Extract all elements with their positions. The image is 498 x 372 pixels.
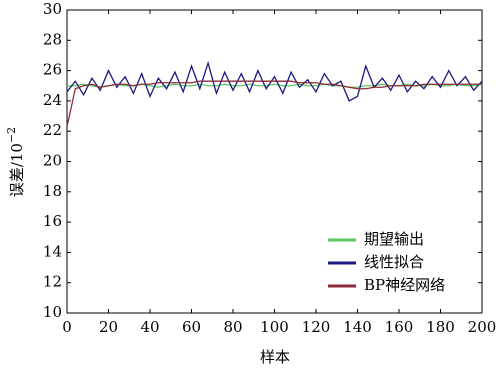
x-tick-label: 160 [385,318,414,336]
y-axis-label: 误差/10−2 [5,127,26,197]
series-line [66,80,482,127]
x-tick-label: 140 [343,318,372,336]
x-tick-label: 20 [99,318,118,336]
legend-label: BP神经网络 [364,276,445,294]
x-axis-label: 样本 [260,348,290,366]
y-tick-label: 22 [43,121,62,139]
x-tick-label: 0 [62,318,72,336]
y-tick-label: 24 [43,91,62,109]
x-tick-label: 60 [182,318,201,336]
y-tick-label: 26 [43,61,62,79]
series-line [66,60,483,102]
legend-label: 线性拟合 [364,253,424,271]
legend-label: 期望输出 [364,230,424,248]
x-tick-label: 180 [426,318,455,336]
y-tick-label: 10 [43,303,62,321]
y-tick-label: 20 [43,152,62,170]
x-tick-label: 40 [140,318,159,336]
y-tick-label: 28 [43,30,62,48]
y-tick-label: 18 [43,182,62,200]
y-axis-label-text: 误差/10 [8,143,26,197]
x-tick-label: 120 [302,318,331,336]
x-tick-label: 200 [468,318,497,336]
x-tick-label: 80 [223,318,242,336]
y-tick-label: 12 [43,273,62,291]
y-tick-label: 14 [43,242,62,260]
x-tick-label: 100 [260,318,289,336]
y-axis-label-exponent: −2 [5,127,18,143]
y-tick-label: 16 [43,212,62,230]
y-tick-label: 30 [43,0,62,18]
